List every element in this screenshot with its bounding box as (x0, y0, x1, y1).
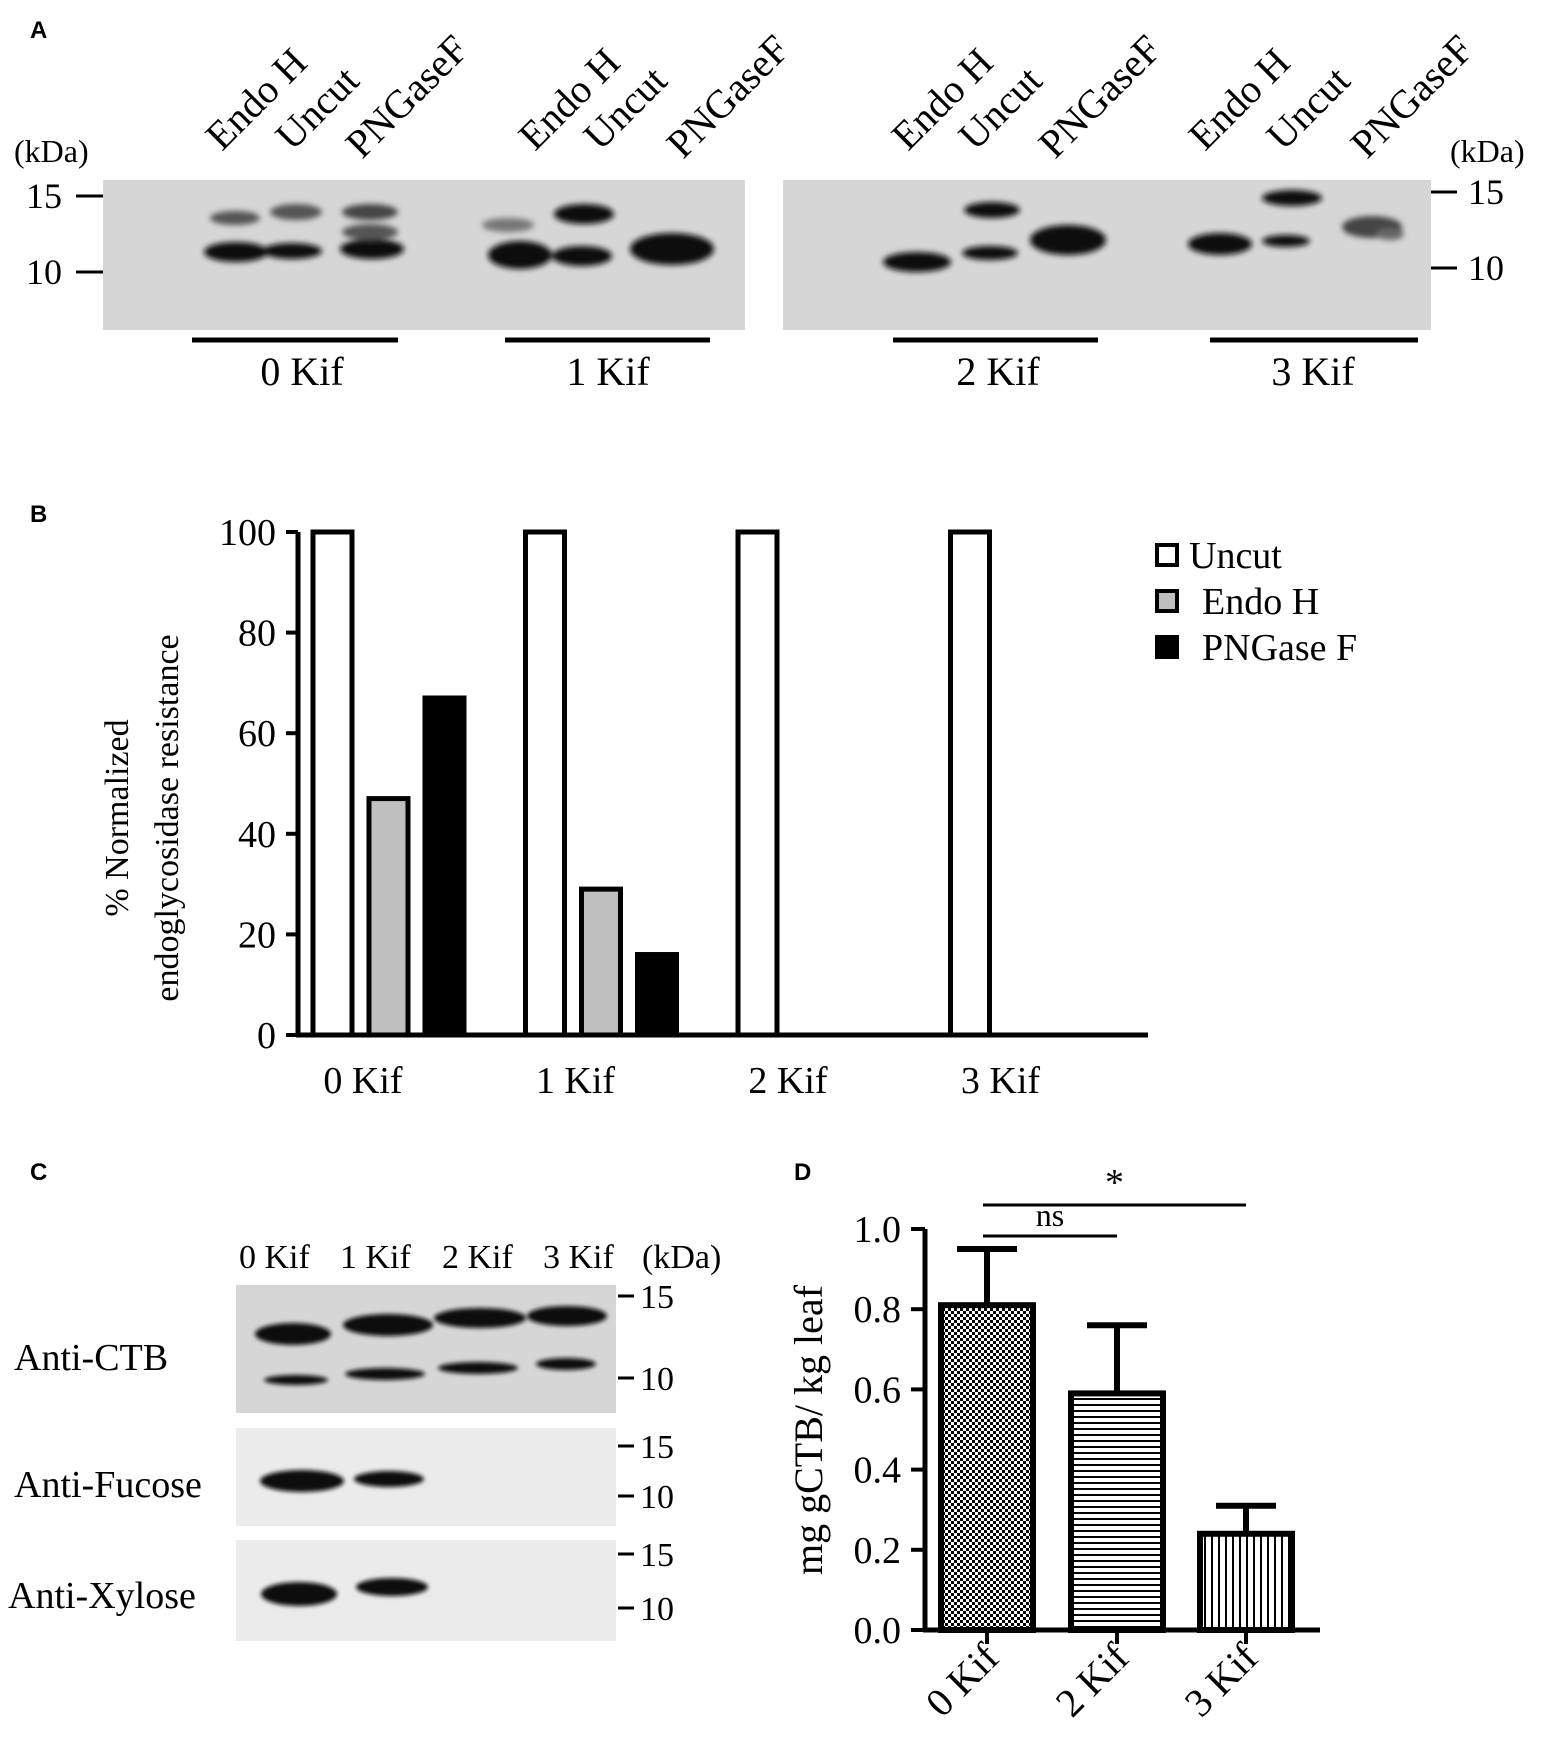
x-tick-label: 3 Kif (961, 1060, 1041, 1102)
lane-label: 1 Kif (340, 1239, 412, 1276)
x-tick-label: 2 Kif (1047, 1634, 1138, 1725)
legend-label: Endo H (1202, 581, 1319, 623)
y-tick-label: 0.2 (854, 1530, 902, 1572)
group-label: 2 Kif (956, 349, 1040, 394)
bar-pngase-f (422, 695, 467, 1038)
x-tick-label: 2 Kif (748, 1060, 828, 1102)
kda-label-right: (kDa) (1450, 133, 1525, 169)
y-tick-label: 100 (219, 512, 276, 554)
kda-label-left: (kDa) (14, 133, 89, 169)
significance-label: * (1105, 1162, 1124, 1204)
significance-label: ns (1036, 1197, 1064, 1233)
y-axis-label-line-2: endoglycosidase resistance (149, 634, 186, 1001)
marker-15: 15 (640, 1537, 674, 1574)
panel-letter-a: A (30, 17, 47, 44)
legend-swatch (1155, 543, 1179, 567)
legend-swatch (1155, 589, 1179, 613)
y-tick-label: 0.8 (854, 1289, 902, 1331)
bar-uncut (523, 529, 567, 1038)
y-axis-label-line-1: % Normalized (99, 719, 136, 916)
panel-letter-b: B (30, 501, 47, 528)
panel-c-lane-labels: 0 Kif 1 Kif 2 Kif 3 Kif (kDa) (239, 1239, 721, 1276)
blot-a-left (103, 180, 745, 330)
y-tick-label: 80 (238, 613, 276, 655)
marker-10: 10 (640, 1479, 674, 1516)
marker-15: 15 (26, 176, 62, 216)
bar-uncut (310, 529, 355, 1038)
lane-label-pngasef: PNGaseF (658, 26, 798, 166)
chart-b: % Normalized endoglycosidase resistance … (99, 512, 1357, 1102)
bar-endo-h (579, 886, 623, 1038)
marker-15: 15 (640, 1279, 674, 1316)
blot-label-anti-fucose: Anti-Fucose (14, 1464, 202, 1506)
group-label: 1 Kif (566, 349, 650, 394)
marker-15: 15 (1468, 172, 1504, 212)
y-tick-label: 1.0 (854, 1209, 902, 1251)
blot-label-anti-ctb: Anti-CTB (14, 1337, 168, 1379)
lane-label-pngasef: PNGaseF (1030, 26, 1170, 166)
legend-label: PNGase F (1202, 627, 1357, 669)
bar-uncut (948, 529, 992, 1038)
legend-swatch (1155, 635, 1179, 659)
blot-label-anti-xylose: Anti-Xylose (8, 1575, 196, 1617)
kda-label: (kDa) (642, 1239, 721, 1276)
x-tick-label: 0 Kif (917, 1634, 1008, 1725)
group-label: 0 Kif (260, 349, 344, 394)
panel-letter-d: D (794, 1159, 811, 1186)
marker-15: 15 (640, 1429, 674, 1466)
x-tick-label: 0 Kif (323, 1060, 403, 1102)
bar-uncut (735, 529, 780, 1038)
x-tick-label: 1 Kif (536, 1060, 616, 1102)
y-axis-label: mg gCTB/ kg leaf (786, 1284, 831, 1575)
blot-anti-xylose: Anti-Xylose 15 10 (8, 1537, 674, 1641)
y-tick-label: 0 (257, 1015, 276, 1057)
blot-anti-ctb: Anti-CTB 15 10 (14, 1279, 674, 1413)
y-tick-label: 0.0 (854, 1610, 902, 1652)
legend-label: Uncut (1189, 535, 1282, 577)
y-tick-label: 40 (238, 814, 276, 856)
bar (938, 1302, 1036, 1633)
lane-label: 2 Kif (442, 1239, 514, 1276)
marker-10: 10 (640, 1591, 674, 1628)
bar (1197, 1530, 1295, 1634)
x-tick-label: 3 Kif (1176, 1634, 1267, 1725)
bar (1068, 1390, 1166, 1634)
marker-10: 10 (1468, 248, 1504, 288)
blot-anti-fucose: Anti-Fucose 15 10 (14, 1428, 674, 1526)
group-label: 3 Kif (1271, 349, 1355, 394)
panel-a-markers-right: 15 10 (1431, 172, 1504, 288)
panel-letter-c: C (30, 1159, 47, 1186)
marker-10: 10 (640, 1361, 674, 1398)
y-tick-label: 0.6 (854, 1369, 902, 1411)
bar-pngase-f (635, 952, 679, 1038)
panel-a-groups: 0 Kif 1 Kif 2 Kif 3 Kif (192, 337, 1418, 394)
bar-endo-h (366, 796, 411, 1038)
lane-label: 0 Kif (239, 1239, 311, 1276)
lane-label: 3 Kif (543, 1239, 615, 1276)
panel-a-markers-left: 15 10 (26, 176, 103, 292)
chart-d: mg gCTB/ kg leaf 0 Kif 2 Kif 3 Kif 0.0 0.2 0.… (786, 1162, 1320, 1725)
blot-a-right (783, 180, 1431, 330)
y-tick-label: 0.4 (854, 1450, 902, 1492)
y-tick-label: 60 (238, 713, 276, 755)
y-tick-label: 20 (238, 914, 276, 956)
panel-a-lane-labels: Endo H Uncut PNGaseF Endo H Uncut PNGase… (197, 26, 1482, 166)
marker-10: 10 (26, 252, 62, 292)
